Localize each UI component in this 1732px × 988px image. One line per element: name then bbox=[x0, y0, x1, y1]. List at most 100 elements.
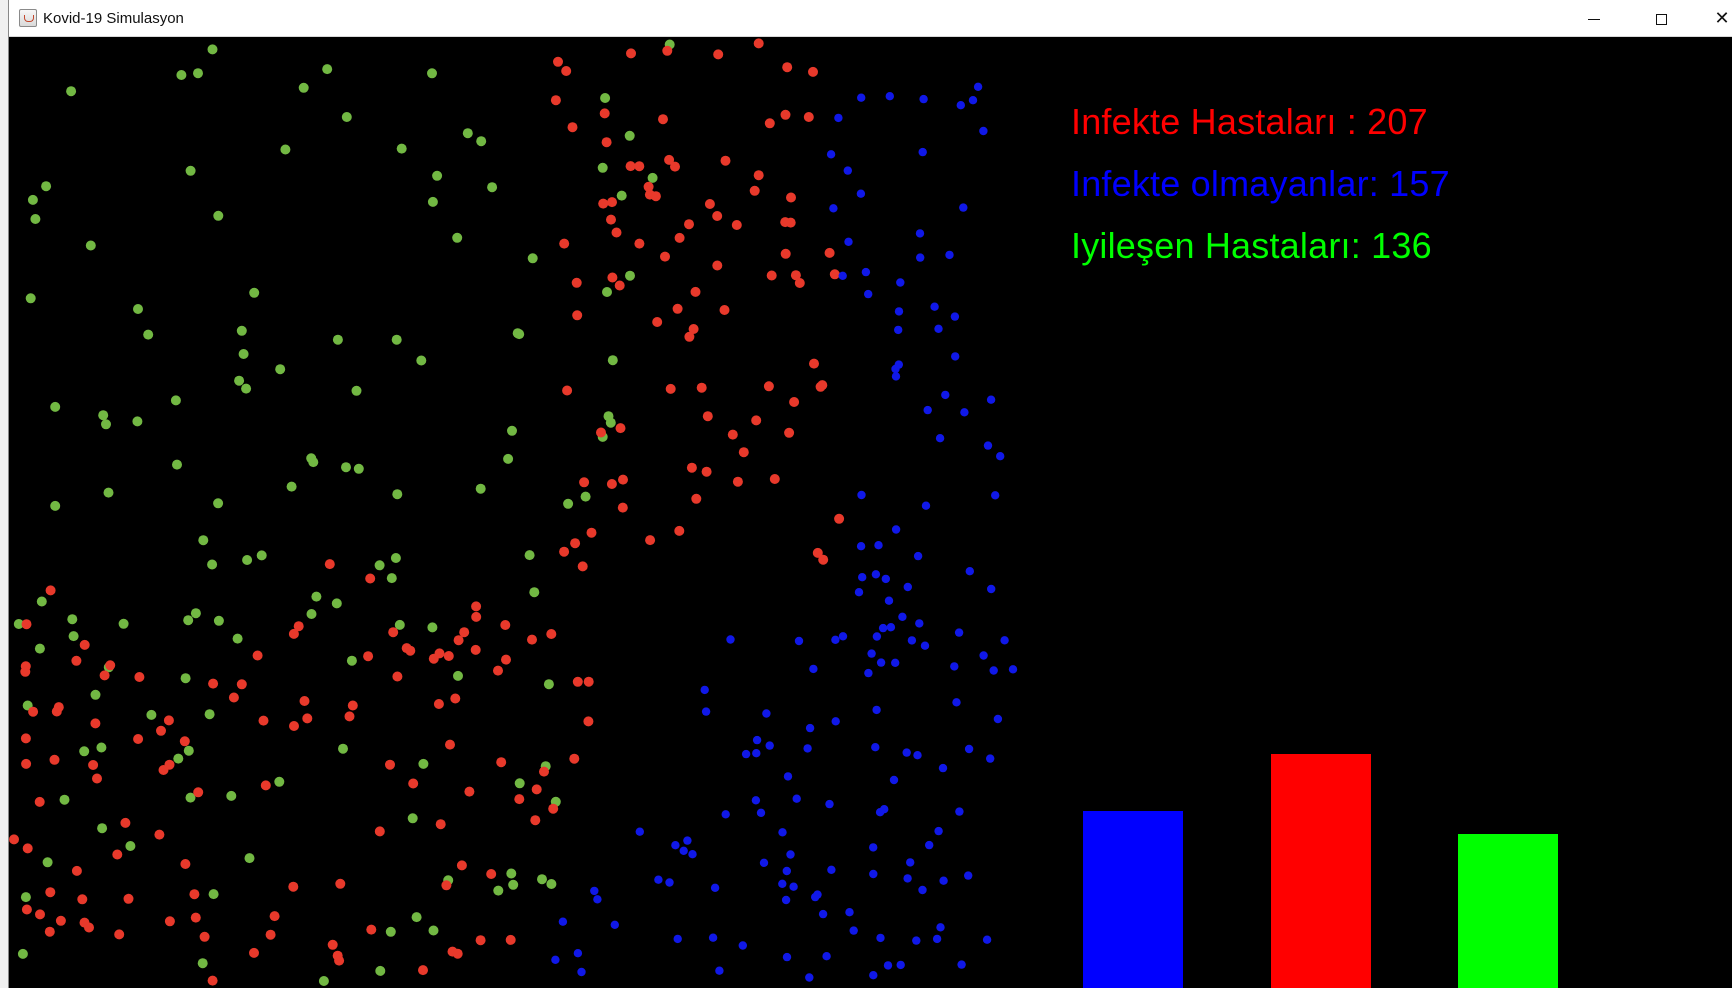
healthy-particle bbox=[825, 799, 834, 809]
infected-particle bbox=[834, 513, 845, 524]
recovered-particle bbox=[597, 162, 608, 173]
healthy-particle bbox=[912, 936, 921, 945]
recovered-particle bbox=[418, 758, 429, 769]
infected-particle bbox=[22, 843, 33, 854]
healthy-particle bbox=[792, 794, 801, 803]
infected-particle bbox=[599, 108, 610, 119]
infected-particle bbox=[684, 219, 694, 230]
recovered-particle bbox=[236, 325, 247, 336]
healthy-particle bbox=[875, 808, 885, 817]
recovered-particle bbox=[341, 112, 352, 122]
infected-particle bbox=[764, 118, 775, 129]
recovered-particle bbox=[30, 214, 41, 224]
close-button[interactable]: ✕ bbox=[1693, 0, 1732, 37]
healthy-particle bbox=[864, 668, 873, 678]
healthy-particle bbox=[809, 664, 818, 674]
infected-particle bbox=[583, 716, 594, 727]
title-bar[interactable]: Kovid-19 Simulasyon ✕ bbox=[9, 0, 1732, 37]
recovered-particle bbox=[462, 128, 473, 139]
infected-particle bbox=[459, 627, 470, 638]
healthy-particle bbox=[869, 971, 878, 980]
healthy-particle bbox=[936, 923, 945, 932]
infected-particle bbox=[193, 787, 204, 798]
healthy-particle bbox=[957, 960, 966, 969]
infected-particle bbox=[686, 462, 697, 473]
recovered-particle bbox=[427, 68, 437, 79]
infected-particle bbox=[34, 796, 45, 807]
healthy-particle bbox=[954, 628, 964, 637]
infected-particle bbox=[493, 665, 503, 676]
healthy-particle bbox=[919, 94, 928, 104]
infected-particle bbox=[731, 220, 742, 230]
infected-particle bbox=[674, 525, 685, 536]
infected-particle bbox=[288, 881, 299, 892]
recovered-particle bbox=[331, 598, 342, 609]
infected-count-label: Infekte Hastaları : 207 bbox=[1071, 101, 1428, 142]
healthy-particle bbox=[923, 405, 932, 415]
healthy-particle bbox=[558, 917, 568, 926]
healthy-particle bbox=[811, 892, 820, 902]
recovered-particle bbox=[605, 417, 616, 428]
healthy-particle bbox=[805, 973, 814, 982]
infected-particle bbox=[738, 447, 749, 458]
healthy-particle bbox=[894, 325, 903, 335]
healthy-particle bbox=[886, 623, 896, 632]
infected-particle bbox=[625, 161, 636, 172]
recovered-particle bbox=[537, 874, 547, 885]
recovered-particle bbox=[173, 753, 184, 764]
recovered-particle bbox=[392, 489, 403, 500]
infected-particle bbox=[586, 527, 597, 538]
recovered-particle bbox=[213, 498, 224, 509]
infected-particle bbox=[114, 929, 125, 940]
healthy-particle bbox=[822, 952, 831, 961]
recovered-particle bbox=[529, 587, 540, 598]
maximize-button[interactable] bbox=[1632, 0, 1690, 37]
healthy-particle bbox=[894, 307, 904, 316]
infected-particle bbox=[21, 758, 32, 769]
healthy-count-label: Infekte olmayanlar: 157 bbox=[1071, 163, 1450, 204]
infected-particle bbox=[662, 45, 673, 56]
recovered-particle bbox=[25, 293, 36, 304]
infected-particle bbox=[704, 199, 715, 209]
healthy-particle bbox=[889, 775, 899, 785]
infected-particle bbox=[385, 759, 395, 770]
healthy-particle bbox=[913, 751, 922, 760]
healthy-particle bbox=[590, 886, 599, 896]
healthy-particle bbox=[915, 229, 925, 238]
healthy-particle bbox=[987, 584, 996, 594]
infected-particle bbox=[809, 358, 819, 369]
infected-particle bbox=[818, 554, 829, 565]
recovered-particle bbox=[375, 965, 386, 976]
recovered-particle bbox=[625, 270, 635, 281]
infected-particle bbox=[99, 670, 110, 681]
recovered-particle bbox=[602, 287, 612, 297]
recovered-particle bbox=[183, 745, 194, 756]
infected-particle bbox=[112, 849, 123, 860]
healthy-particle bbox=[945, 250, 954, 260]
infected-particle bbox=[719, 305, 730, 315]
healthy-particle bbox=[871, 570, 881, 579]
recovered-particle bbox=[374, 560, 385, 571]
minimize-button[interactable] bbox=[1565, 0, 1623, 37]
infected-particle bbox=[824, 247, 835, 258]
healthy-particle bbox=[950, 312, 960, 321]
healthy-particle bbox=[593, 895, 602, 904]
infected-particle bbox=[332, 950, 343, 961]
recovered-particle bbox=[503, 453, 514, 464]
infected-particle bbox=[769, 474, 780, 484]
recovered-particle bbox=[234, 375, 245, 386]
infected-particle bbox=[688, 324, 699, 334]
infected-particle bbox=[696, 382, 707, 393]
recovered-particle bbox=[172, 459, 182, 470]
healthy-particle bbox=[891, 525, 901, 534]
healthy-particle bbox=[950, 662, 959, 671]
healthy-particle bbox=[831, 635, 840, 644]
infected-particle bbox=[763, 381, 774, 392]
healthy-particle bbox=[759, 858, 769, 867]
healthy-particle bbox=[710, 883, 720, 892]
recovered-particle bbox=[427, 196, 438, 207]
infected-particle bbox=[527, 634, 537, 645]
healthy-particle bbox=[918, 147, 927, 157]
infected-particle bbox=[780, 217, 791, 228]
recovered-particle bbox=[580, 491, 591, 502]
